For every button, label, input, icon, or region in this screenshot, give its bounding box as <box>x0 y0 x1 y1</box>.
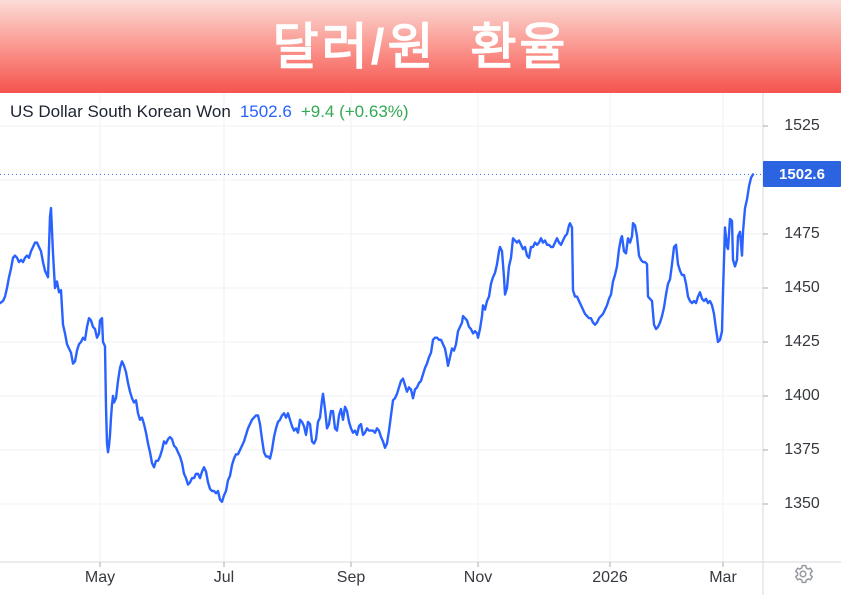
axis-settings-button[interactable] <box>792 563 814 585</box>
y-axis-label-1375: 1375 <box>784 441 820 458</box>
y-axis-label-1400: 1400 <box>784 387 820 404</box>
current-price-badge: 1502.6 <box>763 161 841 188</box>
price-line-series <box>0 173 755 503</box>
gear-icon <box>795 564 813 584</box>
x-axis-label-May: May <box>84 569 116 586</box>
x-axis-label-Sep: Sep <box>336 569 366 586</box>
y-axis-label-1475: 1475 <box>784 225 820 242</box>
title-banner: 달러/원 환율 <box>0 0 841 93</box>
x-axis-label-Jul: Jul <box>213 569 235 586</box>
price-change: +9.4 (+0.63%) <box>300 102 409 121</box>
x-axis-label-2026: 2026 <box>592 569 628 586</box>
y-axis-label-1425: 1425 <box>784 333 820 350</box>
chart-header: US Dollar South Korean Won 1502.6 +9.4 (… <box>10 102 409 122</box>
x-axis-label-Nov: Nov <box>463 569 493 586</box>
y-axis-label-1450: 1450 <box>784 279 820 296</box>
last-price: 1502.6 <box>239 102 292 121</box>
symbol-name: US Dollar South Korean Won <box>10 102 231 121</box>
x-axis-label-Mar: Mar <box>709 569 737 586</box>
y-axis-label-1350: 1350 <box>784 495 820 512</box>
y-axis-label-1525: 1525 <box>784 117 820 134</box>
page-title: 달러/원 환율 <box>272 18 569 75</box>
current-price-badge-value: 1502.6 <box>779 165 825 183</box>
